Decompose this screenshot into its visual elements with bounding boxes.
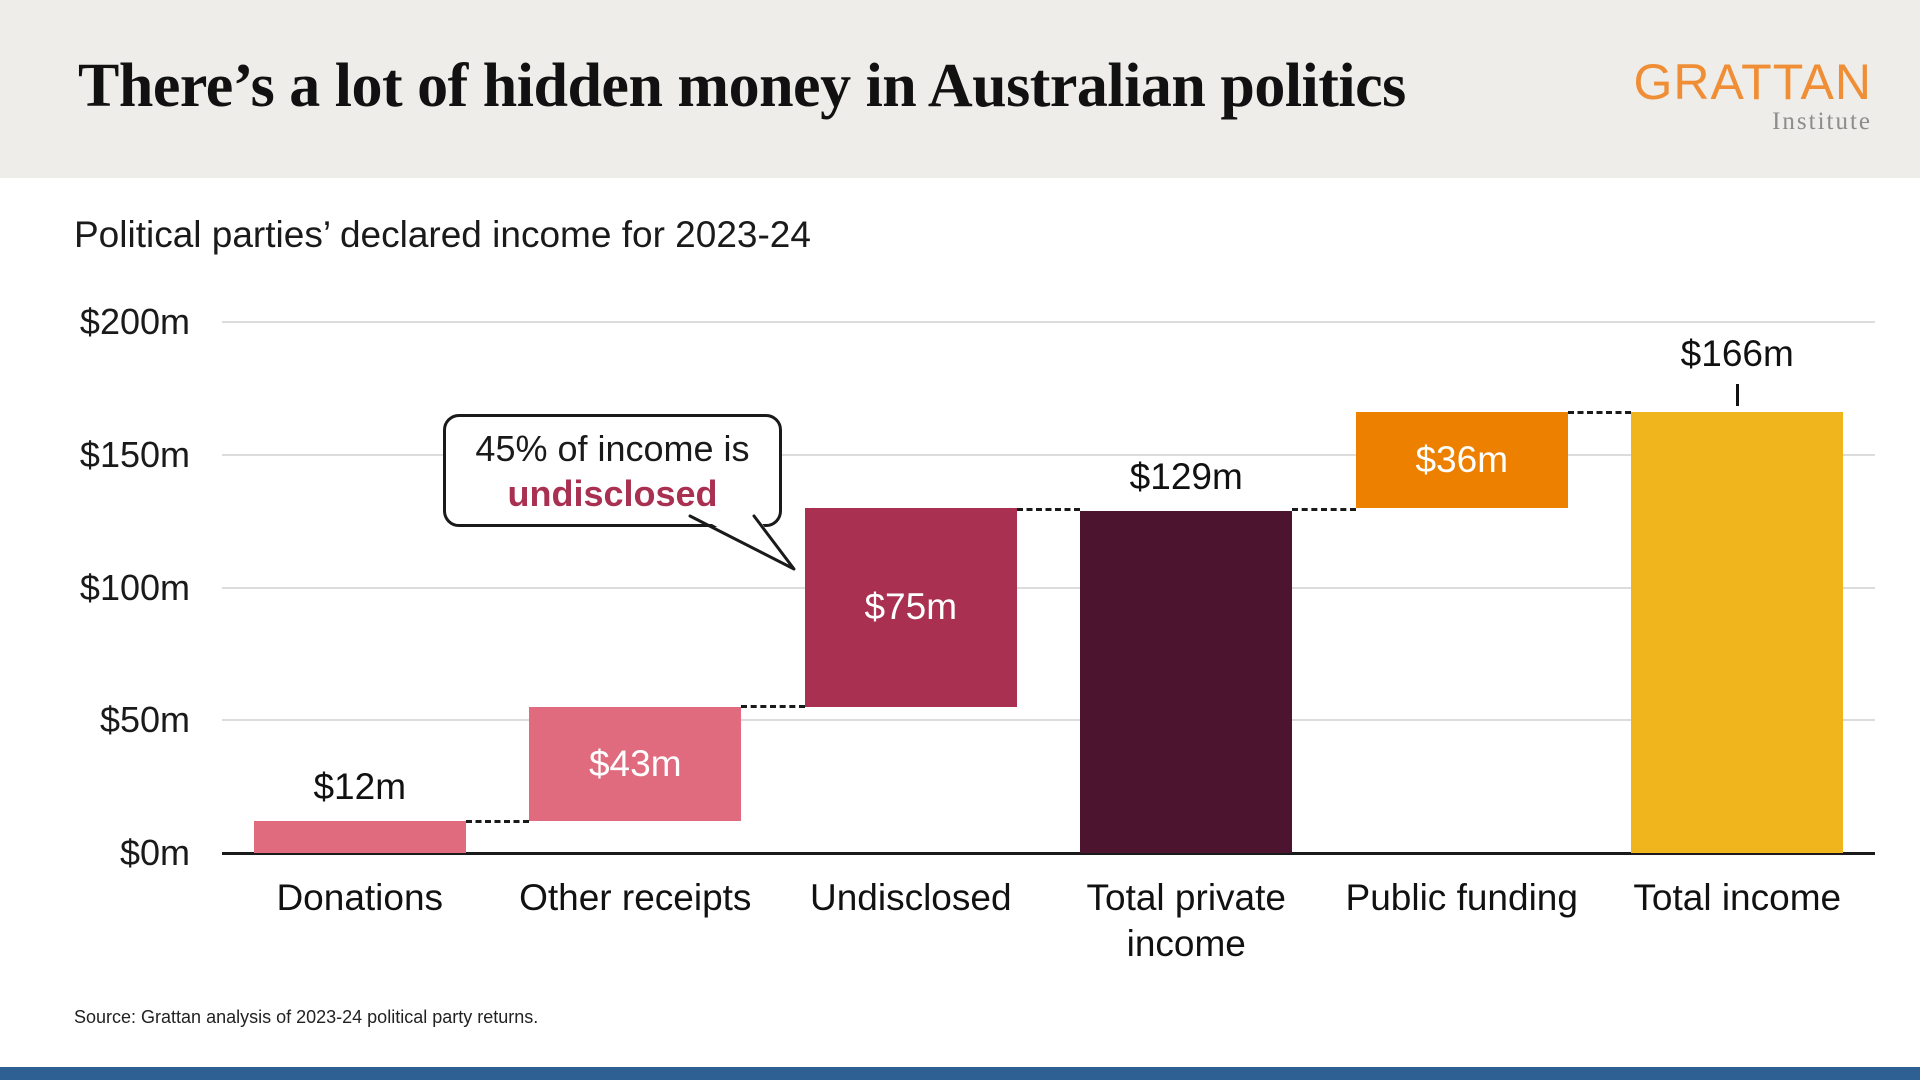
header-band <box>0 0 1920 178</box>
y-tick-label: $0m <box>119 832 190 873</box>
bar-public-funding: $36m <box>1355 412 1568 508</box>
source-note: Source: Grattan analysis of 2023-24 poli… <box>74 1007 539 1027</box>
x-axis-label: Donations <box>276 877 444 918</box>
bar-value-label: $75m <box>864 586 958 628</box>
gridline <box>222 453 1875 456</box>
bar-value-label: $12m <box>313 766 407 808</box>
bar-total-income <box>1631 412 1844 853</box>
label-pointer-line <box>1735 384 1739 407</box>
connector-line <box>741 705 805 709</box>
y-tick-label: $50m <box>99 699 190 741</box>
connector-line <box>465 819 530 823</box>
bar-total-private-income <box>1080 510 1293 853</box>
annotation-callout: 45% of income is undisclosed <box>443 414 782 527</box>
connector-line <box>1567 410 1632 414</box>
bar-undisclosed: $75m <box>804 507 1017 707</box>
x-axis-label: Other receipts <box>519 877 752 918</box>
bar-value-label: $129m <box>1129 455 1243 497</box>
gridline <box>222 719 1875 722</box>
gridline <box>222 321 1875 323</box>
x-axis-label: Total income <box>1633 877 1842 918</box>
grattan-logo: GRATTAN Institute <box>1634 56 1872 136</box>
annotation-text: 45% of income is <box>475 427 750 469</box>
y-tick-label: $150m <box>79 433 190 475</box>
chart-subtitle: Political parties’ declared income for 2… <box>74 214 811 255</box>
connector-line <box>1292 507 1356 511</box>
gridline <box>222 586 1875 589</box>
y-tick-label: $100m <box>79 566 190 608</box>
bar-value-label: $36m <box>1415 439 1509 481</box>
bar-value-label: $43m <box>588 743 682 785</box>
x-axis-label: Public funding <box>1345 877 1578 918</box>
annotation-text-accent: undisclosed <box>507 472 718 514</box>
bar-value-label: $166m <box>1680 333 1794 375</box>
x-axis-line <box>222 852 1875 855</box>
x-axis-label: Undisclosed <box>809 877 1012 918</box>
bar-donations <box>253 821 466 853</box>
bar-other-receipts: $43m <box>529 706 742 822</box>
x-axis-label: Total private income <box>1086 877 1287 964</box>
footer-strip <box>0 1067 1920 1080</box>
grattan-logo-institute: Institute <box>1772 108 1872 135</box>
y-tick-label: $200m <box>79 301 190 342</box>
grattan-logo-wordmark: GRATTAN <box>1633 54 1872 110</box>
connector-line <box>1016 507 1081 511</box>
page-title: There’s a lot of hidden money in Austral… <box>78 52 1406 120</box>
